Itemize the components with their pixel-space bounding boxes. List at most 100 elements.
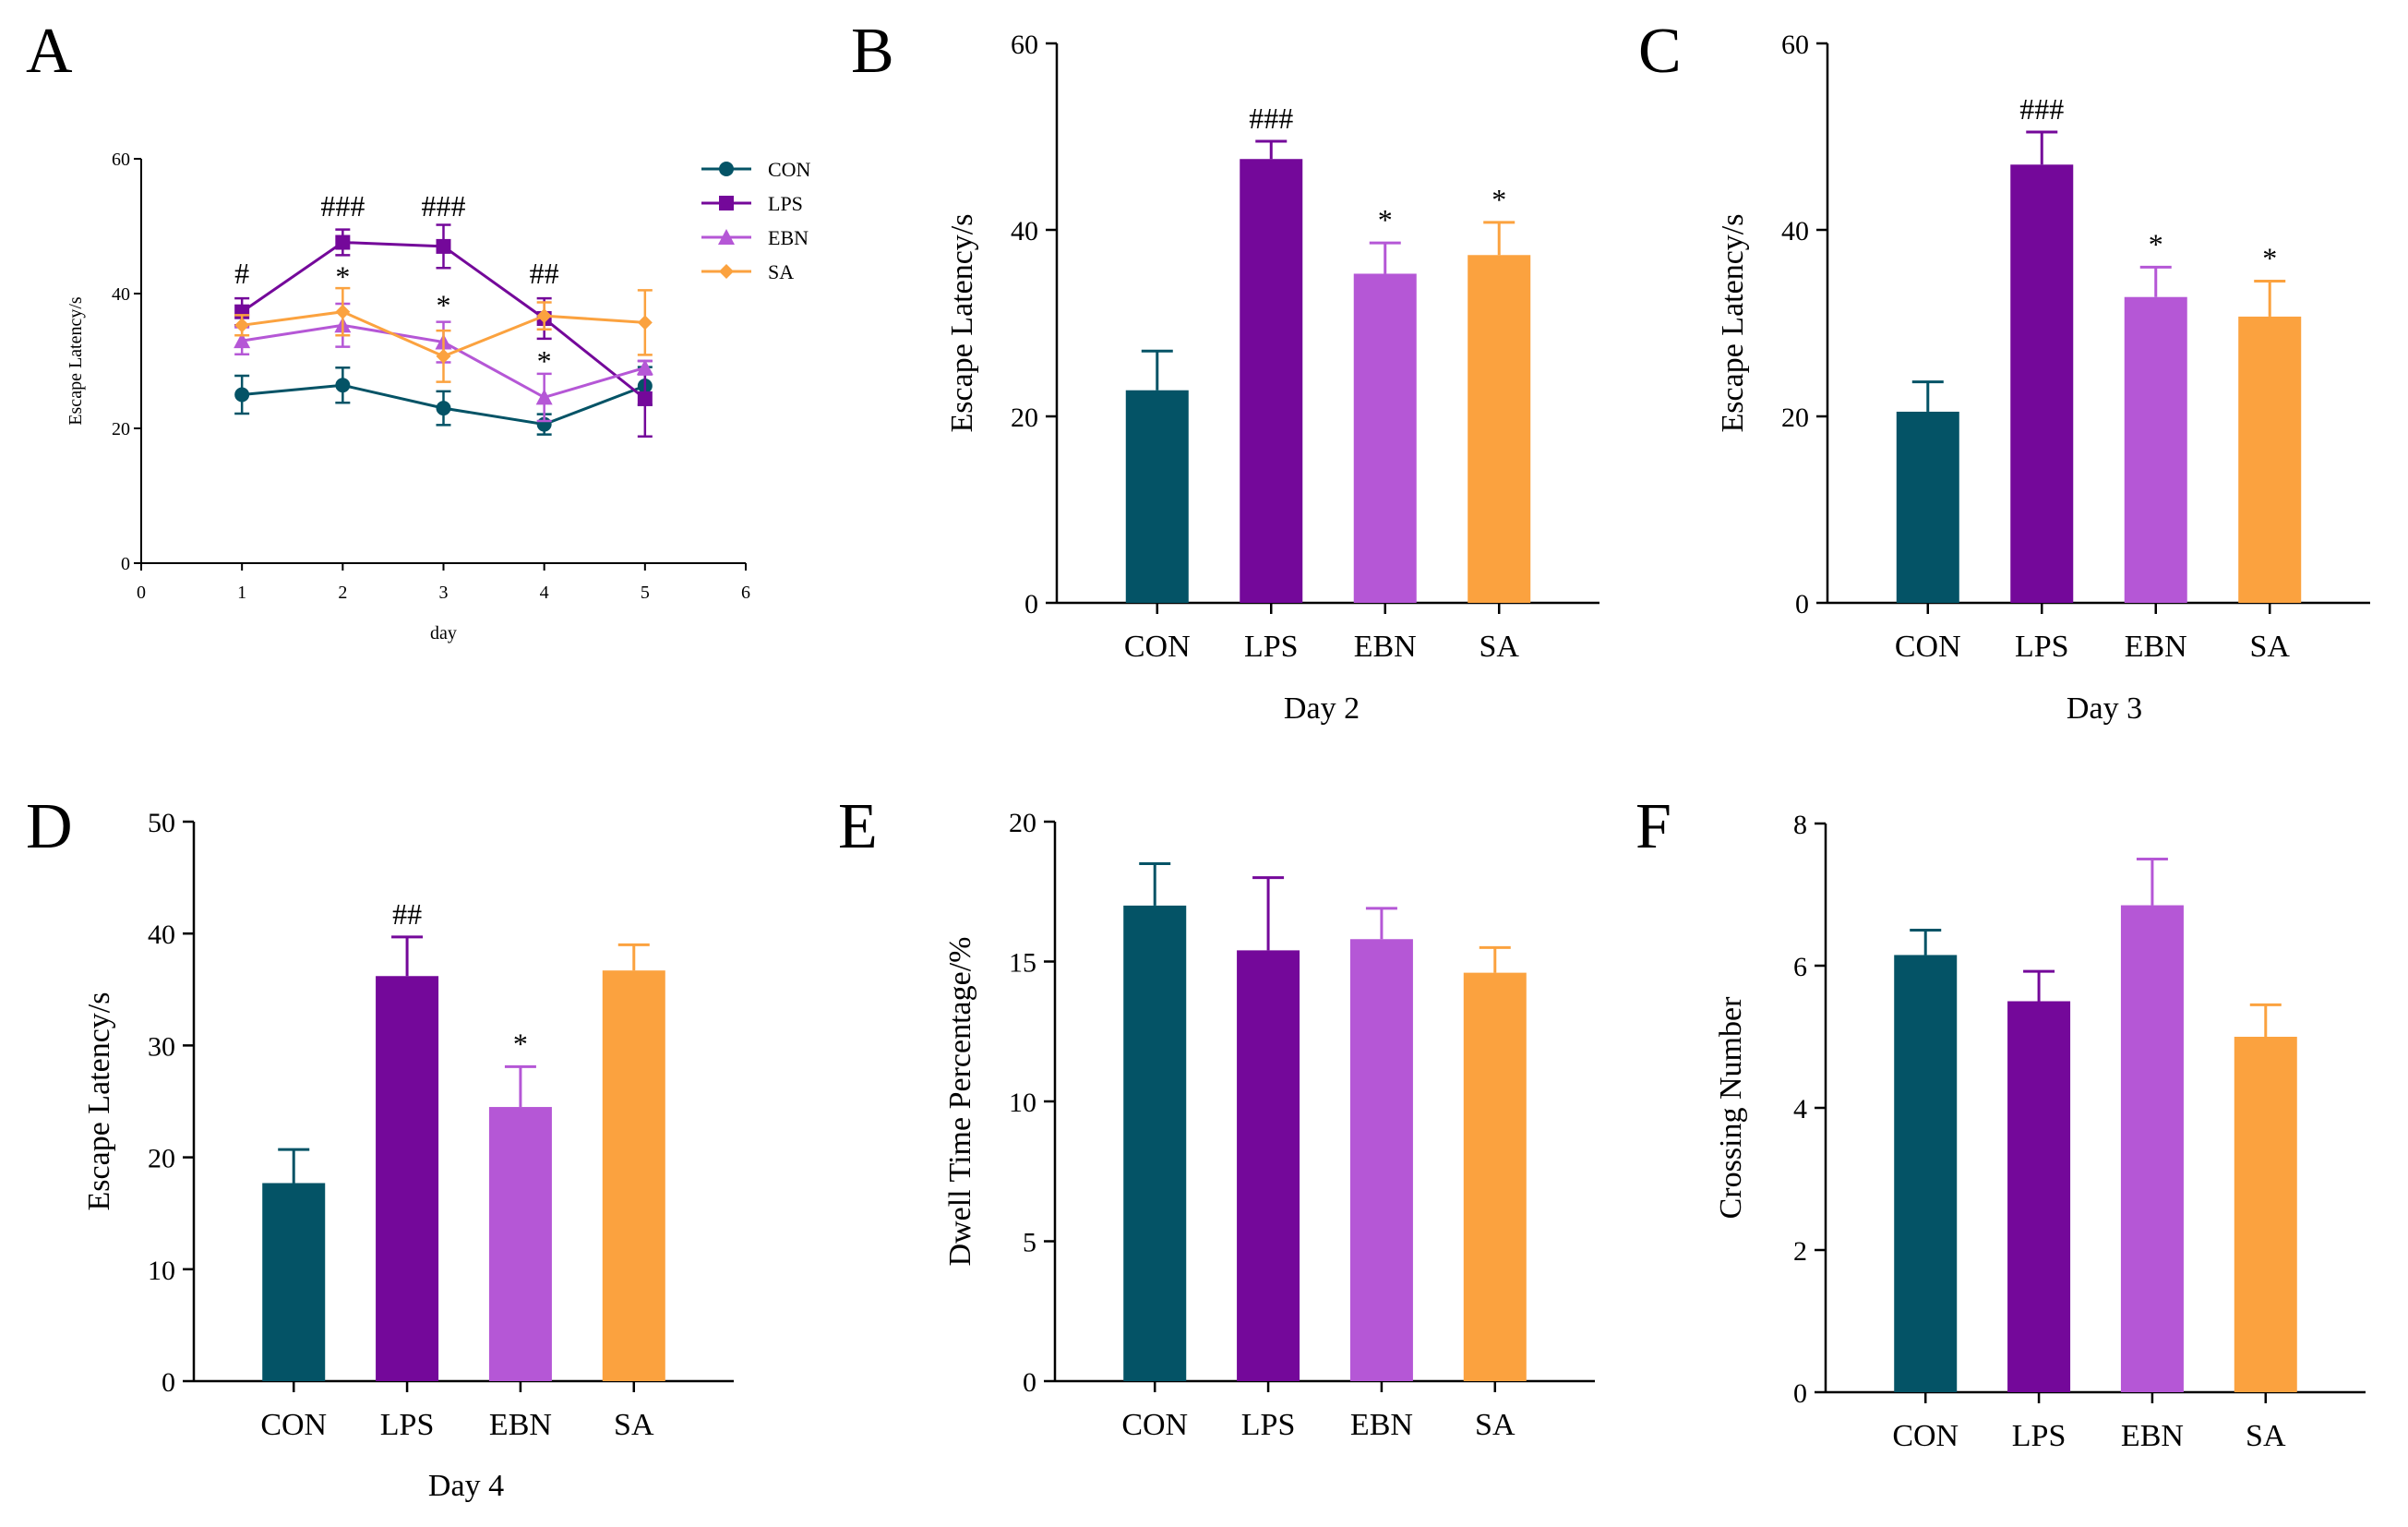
- category-label: SA: [614, 1408, 654, 1442]
- y-tick-label: 60: [1011, 30, 1038, 60]
- significance-label: ###: [2019, 92, 2064, 126]
- y-tick-label: 0: [1793, 1378, 1807, 1409]
- category-label: CON: [1124, 630, 1191, 664]
- category-label: LPS: [2012, 1419, 2067, 1453]
- legend-marker: [718, 229, 735, 245]
- significance-label: *: [537, 344, 552, 378]
- significance-label: *: [1378, 203, 1393, 236]
- y-tick-label: 4: [1793, 1094, 1807, 1124]
- category-label: SA: [1479, 630, 1519, 664]
- significance-label: ##: [392, 897, 422, 931]
- category-label: EBN: [2125, 630, 2187, 664]
- data-point: [535, 389, 553, 405]
- bar: [1237, 950, 1300, 1381]
- x-axis-title: Day 4: [428, 1469, 504, 1503]
- legend-marker: [719, 264, 734, 279]
- legend-label: SA: [768, 260, 794, 283]
- series-con: [234, 366, 653, 436]
- category-label: LPS: [1241, 1408, 1296, 1442]
- data-point: [234, 332, 251, 349]
- panel-letter: C: [1638, 16, 1682, 87]
- bar: [602, 970, 665, 1381]
- panel-f: F 0 2 4 6 8 Crossing Number CON LPS EBN SA: [1635, 791, 2366, 1453]
- legend-item-con: CON: [701, 158, 811, 181]
- y-tick-label: 0: [1023, 1367, 1036, 1398]
- legend-item-ebn: EBN: [701, 226, 809, 249]
- category-label: SA: [1475, 1408, 1515, 1442]
- y-tick-label: 50: [148, 808, 175, 838]
- significance-label: *: [2149, 227, 2163, 260]
- data-point: [536, 308, 552, 324]
- y-axis-title: Escape Latency/s: [66, 296, 86, 426]
- y-tick-label: 0: [1024, 589, 1038, 619]
- data-point: [637, 315, 653, 331]
- category-label: EBN: [2121, 1419, 2184, 1453]
- significance-label: ###: [320, 189, 365, 222]
- bar: [2120, 905, 2184, 1392]
- category-label: CON: [1121, 1408, 1188, 1442]
- y-tick-label: 60: [112, 150, 130, 170]
- category-label: LPS: [380, 1408, 435, 1442]
- data-point: [436, 238, 451, 254]
- bar-group-ebn: EBN *: [1353, 203, 1417, 664]
- bar: [2010, 164, 2074, 604]
- bar: [376, 976, 439, 1381]
- bar-group-sa: SA: [1463, 945, 1527, 1442]
- bar-group-lps: LPS ##: [376, 897, 439, 1442]
- x-tick-label: 3: [439, 583, 449, 603]
- x-tick-label: 0: [137, 583, 146, 603]
- bar-group-ebn: EBN: [2120, 858, 2184, 1453]
- bar-group-lps: LPS ###: [1240, 102, 1303, 664]
- bar-group-sa: SA: [2234, 1003, 2297, 1453]
- legend-marker: [719, 196, 734, 210]
- panel-b: B 0 20 40 60 Escape Latency/s Day 2 CON LPS ### EB…: [851, 16, 1599, 726]
- y-tick-label: 30: [148, 1031, 175, 1062]
- data-point: [234, 387, 250, 403]
- x-tick-label: 5: [641, 583, 650, 603]
- category-label: SA: [2249, 630, 2290, 664]
- y-tick-label: 40: [112, 284, 130, 305]
- bar: [2007, 1001, 2071, 1392]
- bar: [2238, 316, 2302, 603]
- significance-label: *: [513, 1027, 528, 1060]
- y-axis-title: Escape Latency/s: [82, 992, 116, 1211]
- bar-group-con: CON: [1892, 929, 1959, 1453]
- legend-label: CON: [768, 158, 811, 181]
- bar: [1125, 390, 1189, 603]
- legend-label: LPS: [768, 192, 803, 215]
- x-axis-title: Day 3: [2067, 691, 2142, 726]
- x-axis-title: day: [430, 623, 457, 643]
- category-label: EBN: [1354, 630, 1417, 664]
- bar: [1123, 905, 1187, 1381]
- significance-label: #: [234, 257, 249, 290]
- data-point: [335, 304, 351, 319]
- panel-letter: F: [1635, 791, 1671, 862]
- y-tick-label: 5: [1023, 1228, 1036, 1258]
- data-point: [234, 318, 250, 333]
- bar-group-ebn: EBN *: [488, 1027, 552, 1442]
- panel-letter: A: [26, 16, 73, 87]
- legend-label: EBN: [768, 226, 809, 249]
- significance-label: ###: [1249, 102, 1293, 135]
- bar: [262, 1183, 326, 1381]
- y-tick-label: 20: [1011, 403, 1038, 433]
- y-tick-label: 40: [1011, 216, 1038, 246]
- bar-group-con: CON: [1895, 380, 1961, 664]
- bar-group-ebn: EBN *: [2124, 227, 2187, 664]
- y-tick-label: 6: [1793, 952, 1807, 982]
- y-tick-label: 40: [1781, 216, 1809, 246]
- panel-e: E 0 5 10 15 20 Dwell Time Percentage/% CON LPS EB…: [838, 791, 1595, 1442]
- panel-letter: D: [26, 791, 73, 862]
- y-axis-title: Dwell Time Percentage/%: [943, 937, 977, 1267]
- y-tick-label: 20: [112, 419, 130, 439]
- y-axis-title: Crossing Number: [1714, 996, 1748, 1220]
- y-tick-label: 8: [1793, 810, 1807, 840]
- bar: [2124, 296, 2187, 603]
- bar-group-sa: SA *: [2238, 242, 2302, 664]
- y-axis-title: Escape Latency/s: [1716, 214, 1750, 433]
- bar: [1349, 939, 1413, 1381]
- bar: [488, 1107, 552, 1381]
- bar-group-con: CON: [260, 1148, 327, 1442]
- x-tick-label: 1: [237, 583, 246, 603]
- y-tick-label: 2: [1793, 1236, 1807, 1267]
